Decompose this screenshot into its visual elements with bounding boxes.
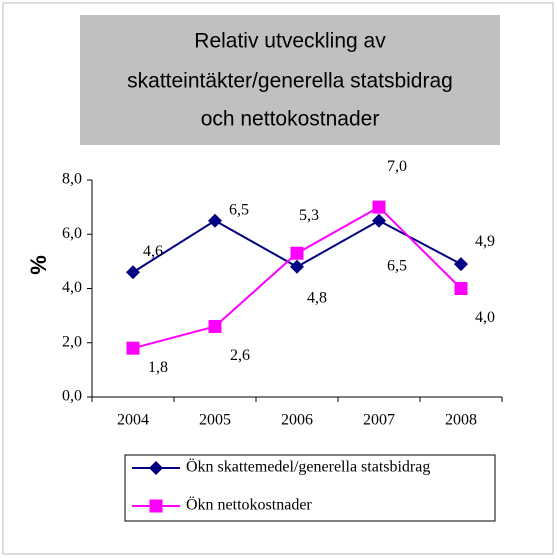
legend-box (124, 454, 496, 522)
data-point (126, 265, 140, 280)
data-point (208, 319, 222, 333)
y-tick-label: 6,0 (62, 225, 82, 242)
data-point (454, 257, 468, 272)
x-tick-label: 2007 (363, 412, 395, 429)
legend-label: Ökn nettokostnader (186, 496, 312, 514)
x-tick-label: 2006 (281, 412, 313, 429)
data-point (208, 213, 222, 228)
title: Relativ utveckling av skatteintäkter/gen… (127, 30, 453, 131)
data-label: 4,9 (475, 233, 495, 250)
legend-label: Ökn skattemedel/generella statsbidrag (186, 458, 430, 476)
data-label: 4,6 (143, 243, 163, 260)
x-tick-label: 2004 (117, 412, 149, 429)
y-tick-label: 2,0 (62, 333, 82, 350)
data-label: 7,0 (387, 158, 407, 175)
data-label: 5,3 (299, 207, 319, 224)
x-tick-label: 2008 (445, 412, 477, 429)
data-point (290, 246, 304, 260)
data-label: 1,8 (148, 359, 168, 376)
chart-title: skatteintäkter/generella statsbidrag (127, 70, 453, 93)
data-point (372, 213, 386, 228)
y-axis-label: % (26, 255, 51, 275)
legend-marker (149, 461, 163, 475)
data-point (454, 282, 468, 295)
y-tick-label: 0,0 (62, 388, 82, 405)
legend-marker (149, 499, 163, 513)
data-label: 4,8 (307, 289, 327, 306)
data-label: 2,6 (230, 347, 250, 364)
data-label: 4,0 (475, 309, 495, 326)
data-label: 6,5 (387, 257, 407, 274)
chart-title: och nettokostnader (201, 108, 380, 131)
x-tick-label: 2005 (199, 412, 231, 429)
y-tick-label: 4,0 (62, 279, 82, 296)
data-label: 6,5 (229, 201, 249, 218)
y-tick-label: 8,0 (62, 171, 82, 188)
data-point (290, 259, 304, 274)
data-point (126, 341, 140, 355)
data-point (372, 200, 386, 214)
title-box (80, 15, 500, 145)
chart-title: Relativ utveckling av (194, 30, 386, 53)
